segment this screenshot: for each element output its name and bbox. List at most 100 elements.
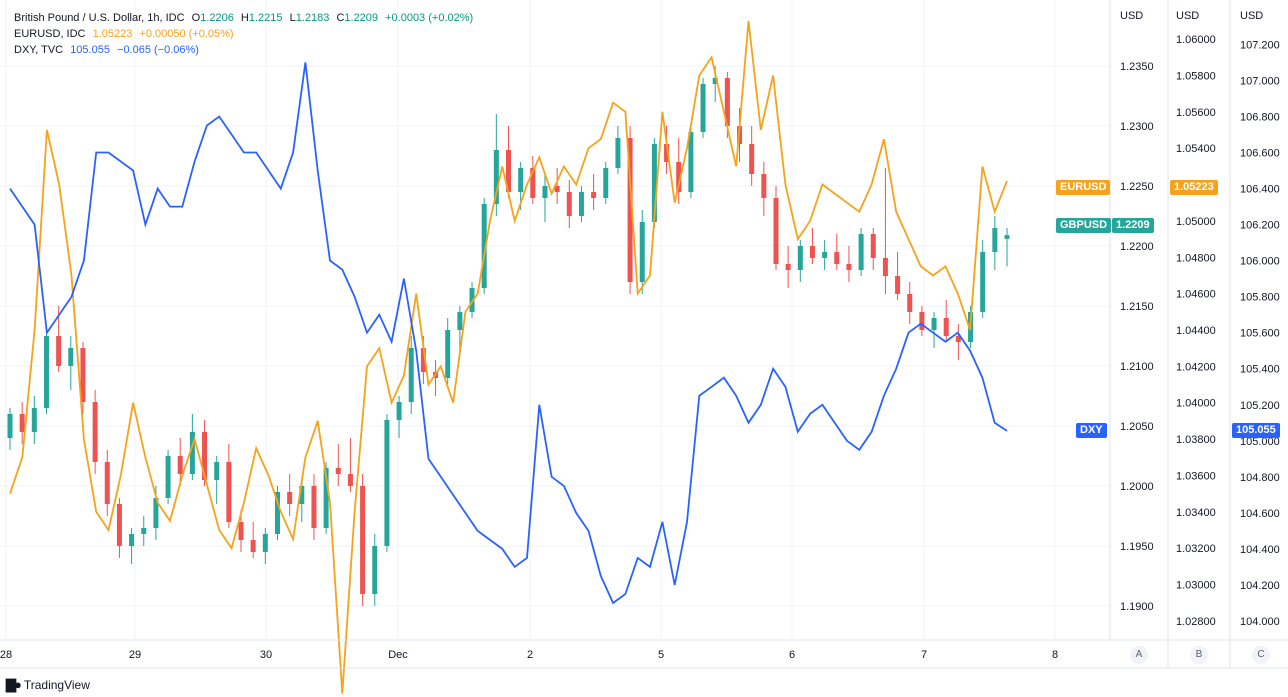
candle-body (299, 486, 305, 504)
eurusd-tick-label: 1.03000 (1176, 580, 1216, 592)
eurusd-line (9, 20, 1008, 694)
eurusd-symbol: EURUSD, IDC (14, 28, 86, 40)
candle-body (311, 486, 317, 528)
eurusd-tick-label: 1.03400 (1176, 507, 1216, 519)
eurusd-value: 1.05223 (92, 28, 133, 40)
candle-body (919, 312, 925, 330)
gbpusd-tick-label: 1.2000 (1120, 481, 1154, 493)
candle-body (506, 150, 511, 192)
high-label: H (240, 12, 249, 24)
x-tick-label: 5 (658, 649, 664, 661)
dxy-tick-label: 106.600 (1240, 148, 1280, 160)
candle-body (384, 420, 390, 546)
dxy-tick-label: 106.000 (1240, 256, 1280, 268)
axis-a-button[interactable]: A (1130, 646, 1148, 664)
gbpusd-tick-label: 1.2250 (1120, 181, 1154, 193)
candle-body (992, 228, 998, 252)
candle-body (542, 186, 548, 198)
dxy-tick-label: 105.600 (1240, 328, 1280, 340)
x-tick-label: 2 (527, 649, 533, 661)
tradingview-logo[interactable]: ▇● TradingView (6, 677, 90, 693)
x-tick-label: 8 (1052, 649, 1058, 661)
candle-body (578, 192, 584, 216)
eurusd-tick-label: 1.05400 (1176, 143, 1216, 155)
tradingview-logo-icon: ▇● (6, 677, 22, 692)
candle-body (907, 294, 913, 312)
candle-body (603, 168, 609, 198)
tradingview-brand: TradingView (23, 678, 90, 692)
candle-body (287, 492, 293, 504)
candle-body (846, 264, 852, 270)
eurusd-legend-row[interactable]: EURUSD, IDC 1.05223 +0.00050 (+0.05%) (14, 26, 477, 42)
candle-body (68, 348, 74, 366)
gbpusd-legend-row[interactable]: British Pound / U.S. Dollar, 1h, IDC O1.… (14, 10, 477, 26)
x-tick-label: 7 (921, 649, 927, 661)
x-tick-label: 28 (0, 649, 12, 661)
candle-body (639, 222, 645, 282)
candle-body (834, 252, 840, 264)
candle-body (980, 252, 986, 312)
eurusd-tick-label: 1.04600 (1176, 289, 1216, 301)
close-label: C (336, 12, 345, 24)
candle-body (870, 234, 876, 258)
axis-c-unit: USD (1240, 10, 1264, 22)
gbpusd-price-axis[interactable]: 1.2350 1.2300 1.2250 1.2200 1.2150 1.2100 1.20… (1120, 61, 1154, 613)
candle-body (481, 204, 487, 288)
candle-body (858, 234, 864, 270)
eurusd-price-axis[interactable]: 1.060001.058001.056001.054001.052001.050… (1176, 34, 1216, 628)
dxy-legend-row[interactable]: DXY, TVC 105.055 −0.065 (−0.06%) (14, 42, 477, 58)
candle-body (822, 252, 828, 258)
candle-body (518, 168, 524, 192)
candle-body (202, 432, 208, 480)
dxy-tick-label: 104.800 (1240, 472, 1280, 484)
gbpusd-tick-label: 1.2200 (1120, 241, 1154, 253)
gbpusd-tick-label: 1.2300 (1120, 121, 1154, 133)
gbpusd-tick-label: 1.1900 (1120, 601, 1154, 613)
dxy-tick-label: 107.000 (1240, 75, 1280, 87)
axis-c-button[interactable]: C (1252, 646, 1270, 664)
candle-body (31, 408, 37, 432)
candle-body (955, 336, 961, 342)
candle-body (591, 192, 597, 198)
gbpusd-tick-label: 1.2350 (1120, 61, 1154, 73)
dxy-name-tag: DXY (1076, 423, 1107, 438)
low-label: L (289, 12, 296, 24)
candle-body (80, 348, 86, 402)
gbpusd-tick-label: 1.2050 (1120, 421, 1154, 433)
dxy-price-axis[interactable]: 107.200 107.000 106.800 106.600 106.400 106.2… (1240, 39, 1280, 628)
candle-body (809, 246, 815, 258)
x-tick-label: 29 (129, 649, 141, 661)
gbpusd-name-tag: GBPUSD (1056, 218, 1112, 233)
candle-body (712, 78, 718, 84)
candle-body (141, 528, 147, 534)
eurusd-tick-label: 1.05000 (1176, 216, 1216, 228)
candle-body (116, 504, 122, 546)
dxy-tick-label: 105.400 (1240, 364, 1280, 376)
dxy-tick-label: 104.200 (1240, 580, 1280, 592)
candle-body (238, 522, 244, 540)
candle-body (493, 150, 499, 204)
dxy-tick-label: 106.400 (1240, 184, 1280, 196)
candle-body (700, 84, 706, 132)
candle-body (530, 168, 536, 198)
candle-body (153, 498, 159, 528)
candle-body (226, 462, 232, 522)
gbpusd-candles (7, 66, 1010, 606)
candle-body (931, 318, 937, 330)
dxy-tick-label: 107.200 (1240, 39, 1280, 51)
time-axis[interactable]: 28 29 30 Dec 2 5 6 7 8 (0, 649, 1058, 661)
candle-body (43, 336, 49, 408)
axis-b-button[interactable]: B (1190, 646, 1208, 664)
candle-body (129, 534, 135, 546)
eurusd-tick-label: 1.03600 (1176, 470, 1216, 482)
axis-a-unit: USD (1120, 10, 1144, 22)
eurusd-tick-label: 1.02800 (1176, 616, 1216, 628)
candle-body (943, 318, 949, 336)
candle-body (1004, 235, 1010, 239)
candle-body (214, 462, 220, 480)
candle-body (7, 414, 13, 438)
x-tick-label: Dec (388, 649, 408, 661)
candle-body (250, 540, 256, 552)
candle-body (177, 456, 183, 474)
